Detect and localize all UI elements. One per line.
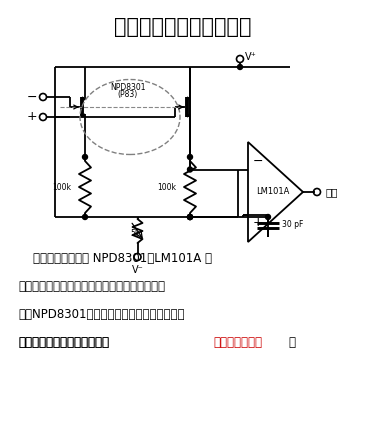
Text: NPD8301: NPD8301	[110, 83, 146, 92]
Text: 算放大器提供理想的低失调、低漂移缓冲放大功: 算放大器提供理想的低失调、低漂移缓冲放大功	[18, 280, 165, 293]
Text: +: +	[26, 110, 37, 123]
Text: 30 pF: 30 pF	[282, 220, 303, 229]
Circle shape	[187, 155, 193, 160]
Circle shape	[187, 215, 193, 219]
Circle shape	[82, 215, 87, 219]
Text: 100k: 100k	[157, 182, 176, 191]
Circle shape	[265, 215, 270, 219]
Text: 具有良好的跟踪性能，从而提: 具有良好的跟踪性能，从而提	[18, 336, 109, 349]
Text: +: +	[253, 216, 264, 229]
Text: 输出: 输出	[325, 187, 337, 197]
Circle shape	[82, 155, 87, 160]
Text: 高了共模抑制比: 高了共模抑制比	[213, 336, 262, 349]
Text: −: −	[253, 155, 264, 168]
Text: 双重单片集成电路 NPD8301为LM101A 运: 双重单片集成电路 NPD8301为LM101A 运	[18, 252, 212, 265]
Text: 100k: 100k	[52, 182, 71, 191]
Text: LM101A: LM101A	[256, 187, 290, 197]
Circle shape	[238, 64, 243, 69]
Circle shape	[187, 215, 193, 219]
Text: V⁺: V⁺	[245, 52, 257, 62]
Text: −: −	[26, 90, 37, 104]
Text: 具有良好的跟踪性能，从而提: 具有良好的跟踪性能，从而提	[18, 336, 109, 349]
Circle shape	[187, 167, 193, 172]
Text: 能。NPD8301的优异匹配特性在其偏流范围内: 能。NPD8301的优异匹配特性在其偏流范围内	[18, 308, 184, 321]
Text: V⁻: V⁻	[132, 265, 143, 275]
Text: (P83): (P83)	[118, 89, 138, 98]
Circle shape	[187, 215, 193, 219]
Text: 场效应晶体管输入放大器: 场效应晶体管输入放大器	[114, 17, 252, 37]
Text: 。: 。	[288, 336, 295, 349]
Text: 5k: 5k	[131, 228, 140, 237]
Circle shape	[187, 215, 193, 219]
